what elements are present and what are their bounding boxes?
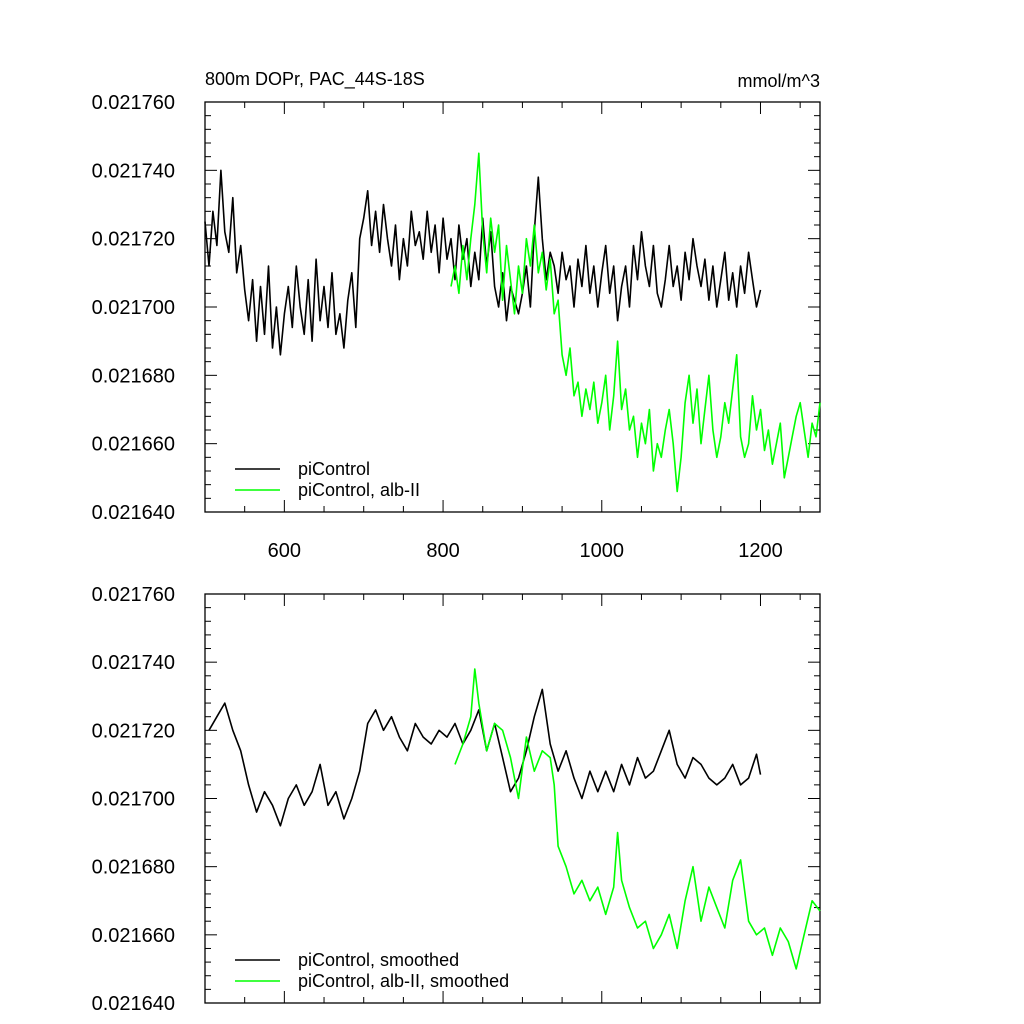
legend-label: piControl, alb-II, smoothed	[298, 971, 509, 991]
y-tick-label: 0.021700	[92, 789, 175, 811]
x-tick-label: 1000	[580, 540, 625, 562]
y-tick-label: 0.021700	[92, 297, 175, 319]
y-tick-label: 0.021660	[92, 925, 175, 947]
x-tick-label: 600	[268, 540, 301, 562]
legend-label: piControl	[298, 459, 370, 479]
legend-label: piControl, smoothed	[298, 950, 459, 970]
plot-frame	[204, 593, 821, 1004]
chart-title: 800m DOPr, PAC_44S-18S	[205, 69, 425, 90]
y-tick-label: 0.021740	[92, 160, 175, 182]
y-tick-label: 0.021720	[92, 229, 175, 251]
series-line	[450, 152, 821, 493]
legend-label: piControl, alb-II	[298, 480, 420, 500]
y-tick-label: 0.021760	[92, 584, 175, 606]
y-tick-label: 0.021640	[92, 502, 175, 524]
series-line	[454, 668, 821, 970]
series-line	[204, 169, 762, 356]
chart-bottom-panel: 0.021640 0.021660 0.021680 0.021700 0.021720…	[92, 584, 821, 1015]
y-tick-label: 0.021760	[92, 92, 175, 114]
series-line	[208, 688, 762, 827]
y-tick-label: 0.021720	[92, 720, 175, 742]
y-tick-label: 0.021680	[92, 365, 175, 387]
chart-top-panel: 800m DOPr, PAC_44S-18S mmol/m^3 0.021640…	[92, 69, 821, 562]
x-tick-label: 1200	[738, 540, 783, 562]
x-tick-label: 800	[426, 540, 459, 562]
y-tick-label: 0.021740	[92, 652, 175, 674]
plot-frame	[204, 101, 821, 513]
chart-units: mmol/m^3	[738, 71, 820, 91]
y-tick-label: 0.021680	[92, 857, 175, 879]
y-tick-label: 0.021640	[92, 993, 175, 1015]
y-tick-label: 0.021660	[92, 434, 175, 456]
